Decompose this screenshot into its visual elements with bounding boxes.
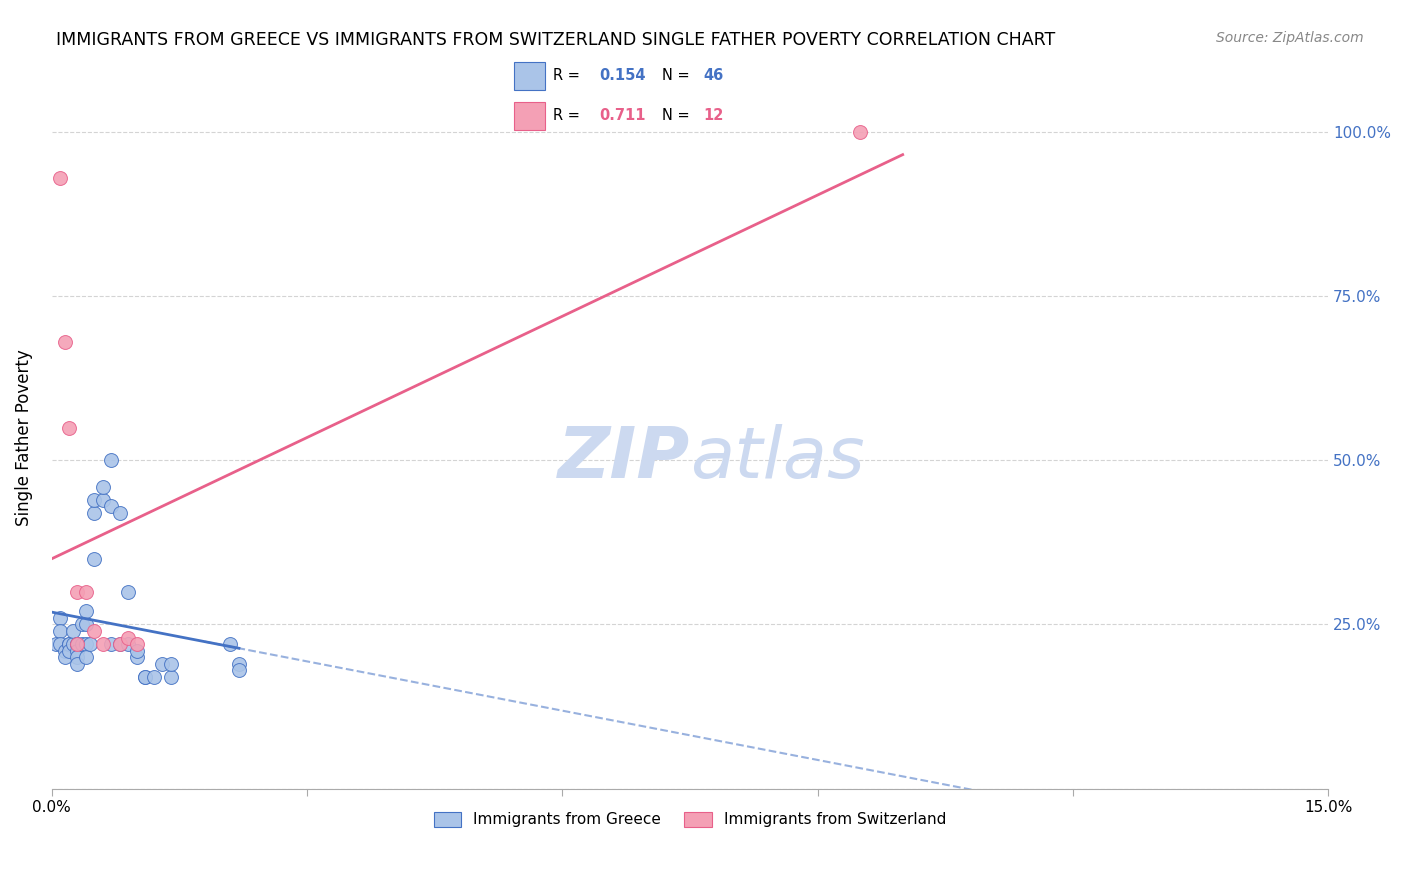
- FancyBboxPatch shape: [515, 102, 544, 130]
- Text: 12: 12: [703, 108, 724, 123]
- Point: [100, 637, 122, 651]
- Point: [134, 670, 156, 684]
- Point: [66, 644, 89, 658]
- Point: [91, 492, 114, 507]
- Point: [70, 637, 93, 651]
- Point: [117, 584, 139, 599]
- Point: [100, 453, 122, 467]
- Point: [66, 637, 89, 651]
- Point: [79, 637, 101, 651]
- Point: [849, 125, 872, 139]
- FancyBboxPatch shape: [515, 62, 544, 90]
- Point: [134, 670, 156, 684]
- Point: [160, 670, 183, 684]
- Point: [53, 650, 76, 665]
- Text: atlas: atlas: [690, 424, 865, 493]
- Point: [91, 480, 114, 494]
- Point: [66, 657, 89, 671]
- Point: [117, 631, 139, 645]
- Point: [125, 644, 148, 658]
- Text: N =: N =: [662, 108, 695, 123]
- Point: [49, 171, 72, 186]
- Text: R =: R =: [553, 108, 585, 123]
- Point: [70, 617, 93, 632]
- Legend: Immigrants from Greece, Immigrants from Switzerland: Immigrants from Greece, Immigrants from …: [427, 805, 952, 833]
- Point: [58, 637, 80, 651]
- Point: [160, 657, 183, 671]
- Text: R =: R =: [553, 68, 585, 83]
- Point: [83, 506, 105, 520]
- Text: IMMIGRANTS FROM GREECE VS IMMIGRANTS FROM SWITZERLAND SINGLE FATHER POVERTY CORR: IMMIGRANTS FROM GREECE VS IMMIGRANTS FRO…: [56, 31, 1056, 49]
- Point: [75, 604, 97, 618]
- Point: [66, 650, 89, 665]
- Text: ZIP: ZIP: [558, 424, 690, 493]
- Point: [53, 335, 76, 350]
- Point: [49, 611, 72, 625]
- Text: N =: N =: [662, 68, 695, 83]
- Text: 0.711: 0.711: [599, 108, 645, 123]
- Point: [108, 637, 131, 651]
- Point: [75, 637, 97, 651]
- Y-axis label: Single Father Poverty: Single Father Poverty: [15, 349, 32, 525]
- Point: [66, 637, 89, 651]
- Point: [66, 584, 89, 599]
- Point: [49, 637, 72, 651]
- Point: [75, 584, 97, 599]
- Point: [100, 500, 122, 514]
- Point: [228, 664, 250, 678]
- Point: [58, 644, 80, 658]
- Point: [228, 657, 250, 671]
- Point: [150, 657, 173, 671]
- Point: [83, 552, 105, 566]
- Point: [49, 624, 72, 638]
- Point: [108, 506, 131, 520]
- Point: [75, 650, 97, 665]
- Point: [219, 637, 242, 651]
- Point: [83, 624, 105, 638]
- Point: [66, 637, 89, 651]
- Point: [108, 637, 131, 651]
- Point: [83, 492, 105, 507]
- Point: [58, 637, 80, 651]
- Point: [58, 420, 80, 434]
- Point: [45, 637, 67, 651]
- Text: Source: ZipAtlas.com: Source: ZipAtlas.com: [1216, 31, 1364, 45]
- Text: 0.154: 0.154: [599, 68, 645, 83]
- Text: 46: 46: [703, 68, 724, 83]
- Point: [125, 650, 148, 665]
- Point: [75, 617, 97, 632]
- Point: [117, 637, 139, 651]
- Point: [62, 637, 84, 651]
- Point: [142, 670, 165, 684]
- Point: [62, 624, 84, 638]
- Point: [53, 644, 76, 658]
- Point: [91, 637, 114, 651]
- Point: [125, 637, 148, 651]
